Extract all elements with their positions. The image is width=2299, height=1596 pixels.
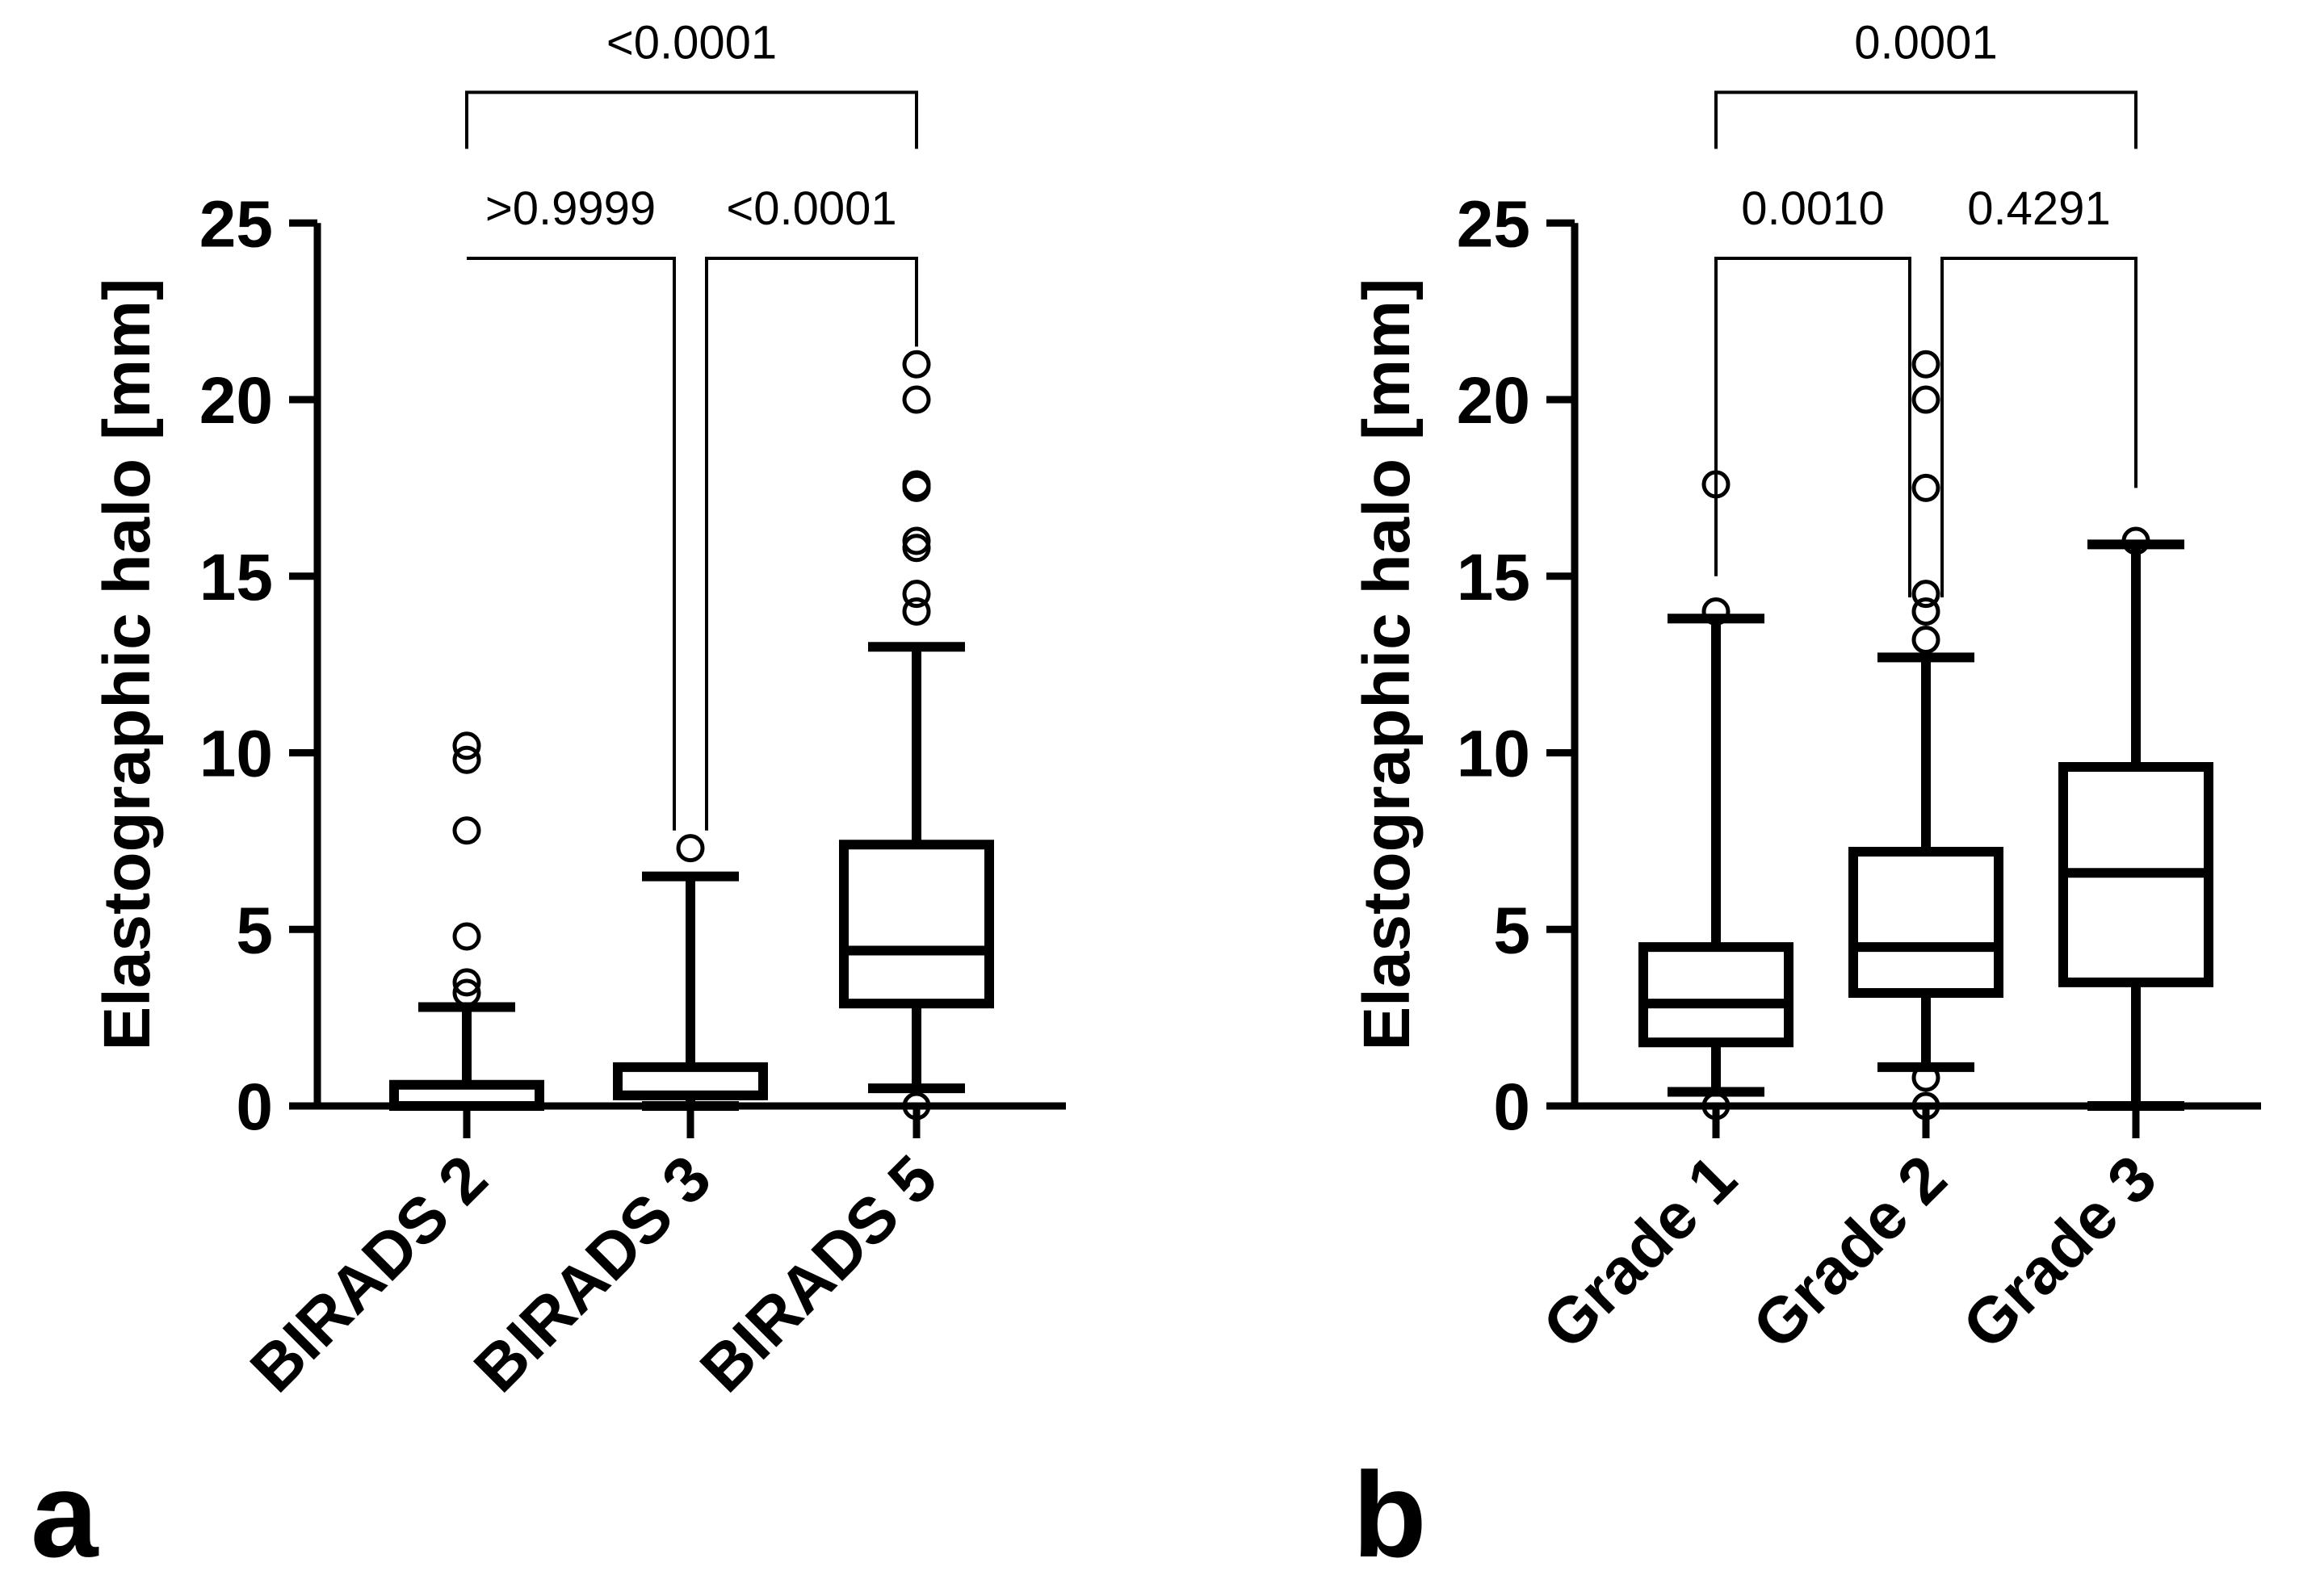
outlier-point <box>1701 597 1731 626</box>
outlier-point <box>1911 1063 1940 1092</box>
y-tick-label: 5 <box>236 894 273 967</box>
significance-bracket <box>1714 90 2137 149</box>
significance-bracket <box>467 257 676 831</box>
y-tick-label: 0 <box>236 1070 273 1144</box>
box-iqr <box>1638 942 1793 1048</box>
outlier-point <box>452 745 481 774</box>
outlier-point <box>902 526 931 555</box>
p-value-label: >0.9999 <box>485 182 656 235</box>
significance-bracket <box>465 90 918 149</box>
box-iqr <box>1848 847 2003 998</box>
p-value-label: 0.4291 <box>1967 182 2110 235</box>
significance-bracket <box>1940 257 2137 597</box>
y-tick-label: 15 <box>199 541 273 614</box>
y-tick-label: 10 <box>199 718 273 791</box>
y-tick-label: 20 <box>199 364 273 438</box>
p-value-label: 0.0001 <box>1854 16 1997 69</box>
y-axis-label: Elastographic halo [mm] <box>90 279 164 1051</box>
y-axis-label: Elastographic halo [mm] <box>1350 279 1424 1051</box>
outlier-point <box>902 470 931 499</box>
panel-b: 0 5 10 15 20 25 Elastographic halo [mm] Grade 1… <box>1350 16 2261 1582</box>
outlier-point <box>452 978 481 1007</box>
p-value-label: <0.0001 <box>726 182 896 235</box>
x-category-label: BIRADS 5 <box>686 1141 950 1405</box>
outlier-point <box>452 816 481 845</box>
x-category-label: Grade 2 <box>1739 1141 1960 1363</box>
p-value-label: 0.0010 <box>1741 182 1884 235</box>
outlier-point <box>902 385 931 414</box>
significance-bracket <box>705 257 918 831</box>
x-category-label: BIRADS 3 <box>460 1141 724 1405</box>
outlier-point <box>1911 580 1940 609</box>
outlier-point <box>902 580 931 609</box>
outlier-point <box>676 834 705 863</box>
panel-letter: a <box>31 1447 99 1582</box>
outlier-point <box>902 350 931 379</box>
significance-bracket <box>1714 257 1911 597</box>
y-tick-label: 25 <box>199 187 273 261</box>
p-value-label: <0.0001 <box>606 16 777 69</box>
box-iqr <box>839 840 994 1009</box>
outlier-point <box>1911 597 1940 626</box>
outlier-point <box>452 731 481 760</box>
outlier-point <box>1911 385 1940 414</box>
y-tick-label: 0 <box>1493 1070 1530 1144</box>
outlier-point <box>1911 350 1940 379</box>
y-tick-label: 15 <box>1457 541 1530 614</box>
x-category-label: BIRADS 2 <box>237 1141 501 1405</box>
y-tick-label: 5 <box>1493 894 1530 967</box>
y-tick-label: 20 <box>1457 364 1530 438</box>
x-category-label: Grade 1 <box>1529 1141 1750 1363</box>
outlier-point <box>2121 526 2150 555</box>
outlier-point <box>1911 626 1940 654</box>
outlier-point <box>452 968 481 997</box>
y-tick-label: 10 <box>1457 718 1530 791</box>
outlier-point <box>902 597 931 626</box>
panel-a: 0 5 10 15 20 25 Elastographic halo [mm] BIRADS … <box>31 16 1066 1582</box>
x-category-label: Grade 3 <box>1949 1141 2170 1363</box>
outlier-point <box>452 922 481 951</box>
y-tick-label: 25 <box>1457 187 1530 261</box>
panel-letter: b <box>1353 1447 1427 1582</box>
outlier-point <box>1911 473 1940 502</box>
